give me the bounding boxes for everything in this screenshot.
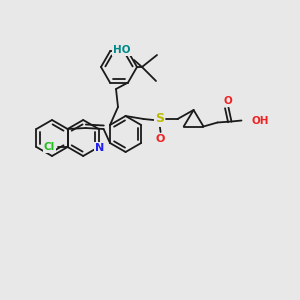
Text: OH: OH: [251, 116, 269, 125]
Text: Cl: Cl: [44, 142, 55, 152]
Text: N: N: [95, 143, 104, 153]
Text: HO: HO: [113, 45, 131, 55]
Text: O: O: [156, 134, 165, 144]
Text: O: O: [223, 95, 232, 106]
Text: S: S: [155, 112, 164, 125]
